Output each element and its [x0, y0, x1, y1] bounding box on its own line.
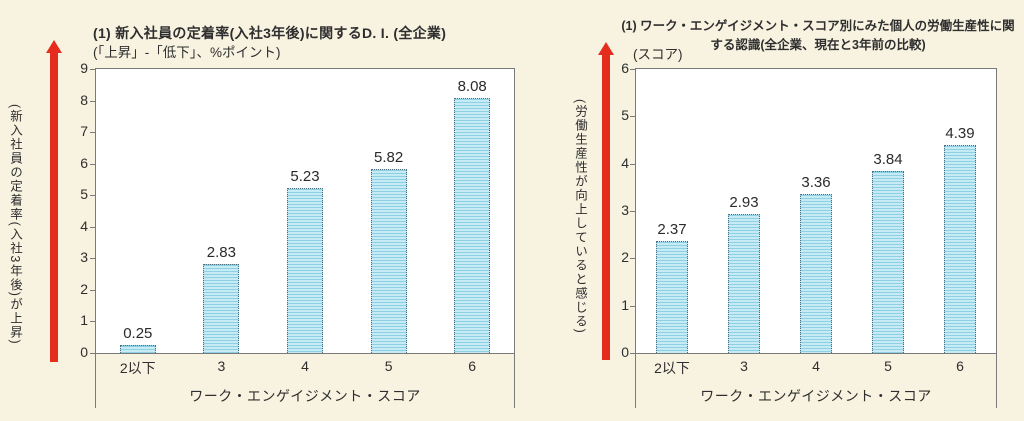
y-tick-mark — [90, 258, 95, 260]
y-tick-label: 0 — [621, 344, 629, 360]
y-tick-mark — [90, 69, 95, 70]
bar-value-label: 8.08 — [457, 78, 487, 95]
y-axis-unit-note: (「上昇」-「低下」、%ポイント) — [93, 45, 281, 60]
y-tick-label: 0 — [80, 344, 88, 360]
y-tick-label: 7 — [80, 123, 88, 140]
x-axis-band: ワーク・エンゲイジメント・スコア 2以下 3 4 5 6 — [636, 354, 996, 409]
y-tick-label: 2 — [80, 280, 88, 297]
x-tick-label: 2以下 — [119, 360, 156, 376]
x-tick-label: 4 — [301, 358, 309, 374]
bar-value-label: 4.39 — [945, 125, 975, 142]
y-tick-label: 5 — [621, 107, 629, 124]
x-axis-band: ワーク・エンゲイジメント・スコア 2以下 3 4 5 6 — [96, 354, 514, 409]
y-tick-label: 1 — [621, 296, 629, 313]
y-tick-label: 6 — [621, 60, 629, 76]
y-axis: 0 1 2 3 4 5 6 7 8 9 — [0, 60, 88, 360]
x-tick-label: 4 — [812, 358, 820, 374]
y-tick-mark — [630, 305, 635, 307]
y-tick-mark — [630, 211, 635, 212]
bar-value-label: 2.37 — [657, 221, 687, 238]
y-tick-label: 8 — [80, 91, 88, 108]
bar-value-label: 2.93 — [729, 194, 759, 211]
y-tick-mark — [630, 116, 635, 118]
bar — [800, 194, 832, 353]
bar-value-label: 3.84 — [873, 151, 903, 168]
x-tick-label: 2以下 — [654, 360, 690, 376]
x-tick-label: 5 — [384, 358, 393, 374]
y-tick-label: 2 — [621, 249, 629, 266]
arrow-head — [46, 40, 62, 53]
y-axis-annotation: (労働生産性が向上していると感じる) — [573, 99, 587, 335]
y-tick-label: 4 — [80, 217, 88, 234]
y-tick-mark — [90, 321, 95, 323]
bar — [944, 145, 976, 353]
bar-value-label: 5.23 — [290, 168, 320, 185]
x-tick-label: 3 — [740, 358, 748, 374]
x-tick-label: 3 — [217, 358, 226, 374]
up-arrow-icon — [598, 42, 614, 360]
x-tick-label: 6 — [956, 358, 964, 374]
y-axis: 0 1 2 3 4 5 6 — [541, 60, 629, 360]
bar — [728, 214, 760, 353]
chart-title: (1) 新入社員の定着率(入社3年後)に関するD. I. (全企業) — [93, 24, 447, 41]
x-tick-label: 6 — [468, 358, 477, 374]
bar — [370, 169, 407, 353]
y-tick-mark — [90, 353, 95, 354]
y-tick-mark — [630, 163, 635, 165]
y-tick-label: 1 — [80, 312, 88, 329]
plot-area: 2.37 2.93 3.36 3.84 4.39 — [636, 69, 996, 354]
bar-value-label: 5.82 — [373, 149, 404, 166]
y-tick-label: 6 — [80, 154, 88, 171]
y-tick-label: 3 — [621, 202, 629, 218]
arrow-shaft — [602, 55, 610, 360]
x-tick-label: 5 — [884, 358, 892, 374]
plot-frame: 2.37 2.93 3.36 3.84 4.39 ワーク・エンゲイジメント・スコア 2以… — [630, 68, 997, 409]
y-tick-mark — [90, 226, 95, 228]
y-tick-mark — [90, 289, 95, 291]
bar — [287, 188, 323, 353]
y-tick-mark — [90, 195, 95, 197]
y-axis-annotation: (新入社員の定着率(入社3年後)が上昇) — [8, 104, 22, 346]
y-tick-mark — [630, 69, 635, 70]
y-tick-mark — [90, 100, 95, 102]
arrow-shaft — [50, 53, 58, 362]
plot-area: 0.25 2.83 5.23 5.82 8.08 — [96, 69, 514, 354]
y-axis-unit-note: (スコア) — [633, 47, 683, 62]
bar — [203, 264, 240, 353]
bar-value-label: 3.36 — [801, 174, 831, 191]
y-tick-mark — [90, 132, 95, 134]
y-tick-label: 4 — [621, 154, 629, 171]
y-tick-label: 9 — [80, 60, 88, 76]
y-tick-mark — [630, 353, 635, 354]
x-axis-title: ワーク・エンゲイジメント・スコア — [700, 388, 932, 404]
x-axis-title: ワーク・エンゲイジメント・スコア — [189, 388, 421, 404]
y-tick-mark — [90, 163, 95, 165]
plot-frame: 0.25 2.83 5.23 5.82 8.08 ワーク・エンゲイジメント・スコア 2以… — [90, 68, 515, 409]
y-tick-label: 3 — [80, 249, 88, 266]
up-arrow-icon — [46, 40, 62, 362]
chart-title: (1) ワーク・エンゲイジメント・スコア別にみた個人の労働生産性に関する認識(全… — [621, 19, 1015, 53]
bar — [119, 345, 156, 353]
y-tick-label: 5 — [80, 186, 88, 203]
bar — [656, 241, 688, 353]
y-tick-mark — [630, 258, 635, 260]
arrow-head — [598, 42, 614, 55]
bar — [872, 171, 904, 353]
bar — [454, 98, 491, 353]
bar-value-label: 0.25 — [123, 325, 153, 342]
bar-value-label: 2.83 — [206, 244, 236, 261]
